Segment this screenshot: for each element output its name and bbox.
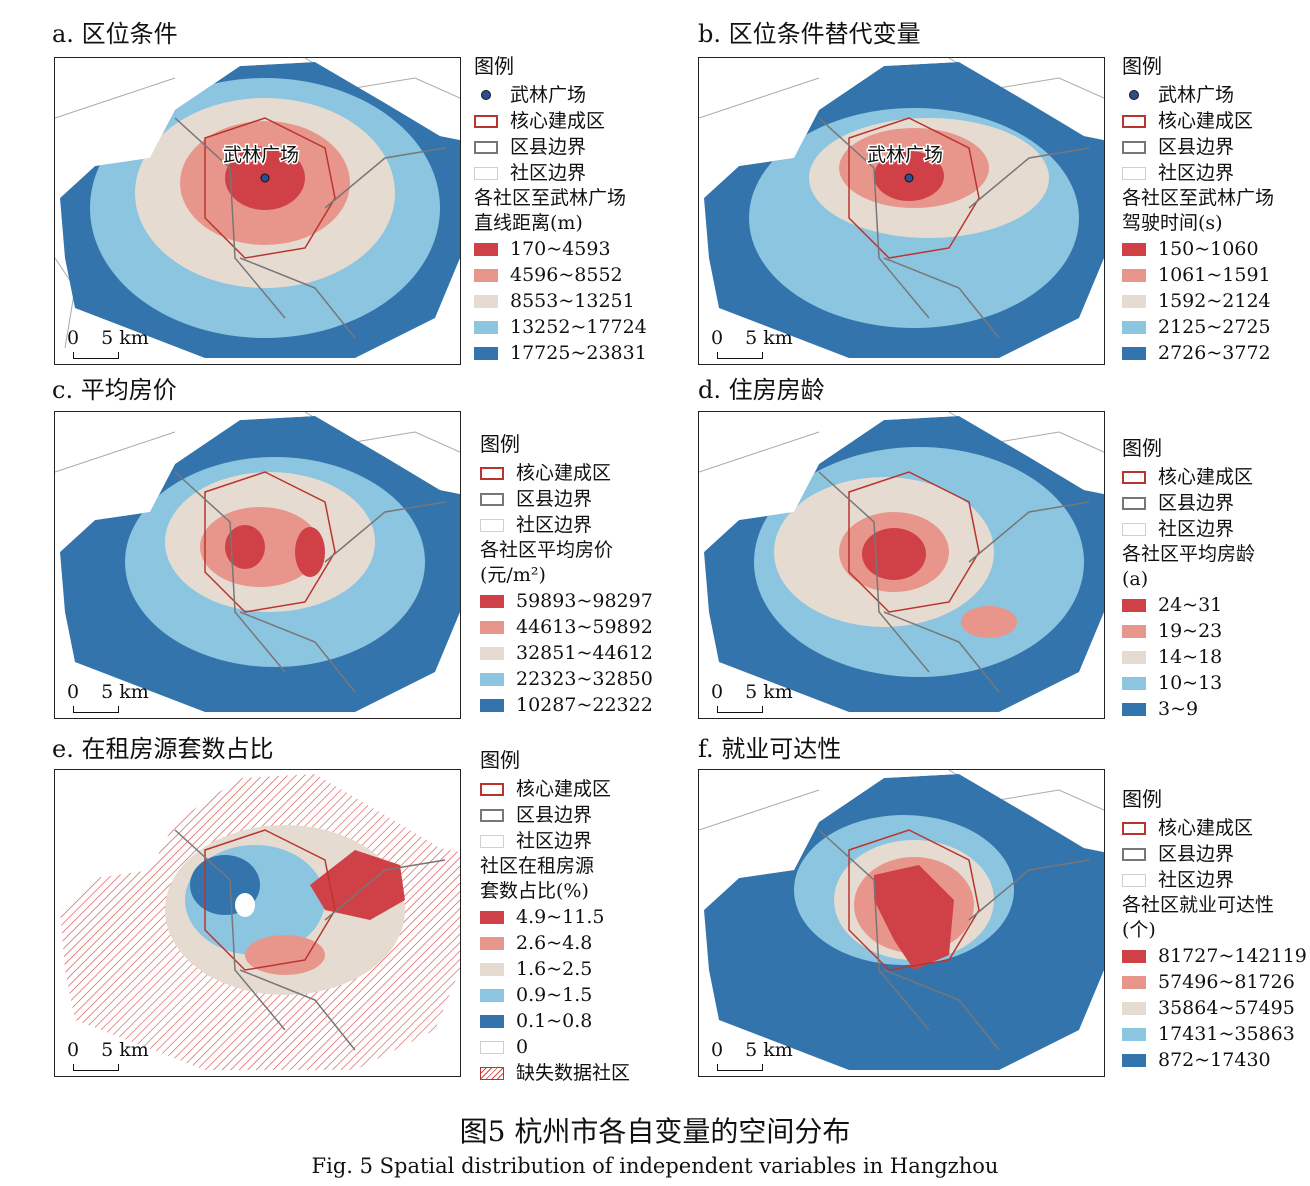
panel-f-title: f. 就业可达性 xyxy=(698,735,842,763)
figure-caption-zh: 图5 杭州市各自变量的空间分布 xyxy=(459,1115,851,1148)
panel-d-title: d. 住房房龄 xyxy=(698,376,825,404)
landmark-icon xyxy=(481,90,491,100)
core-boundary xyxy=(204,117,336,259)
panel-b-title: b. 区位条件替代变量 xyxy=(698,20,921,48)
panel-c-title: c. 平均房价 xyxy=(52,376,177,404)
wulin-square-label: 武林广场 xyxy=(223,144,299,166)
hatch-swatch xyxy=(480,1066,504,1080)
county-boundary xyxy=(174,117,446,339)
figure-caption-en: Fig. 5 Spatial distribution of independe… xyxy=(311,1154,999,1178)
panel-c-legend: 图例 核心建成区 区县边界 社区边界 各社区平均房价 (元/m²) 59893~… xyxy=(480,432,653,716)
wulin-square-label: 武林广场 xyxy=(867,144,943,166)
panel-e-title: e. 在租房源套数占比 xyxy=(52,735,274,763)
panel-b-legend: 图例 武林广场 核心建成区 区县边界 社区边界 各社区至武林广场 驾驶时间(s)… xyxy=(1122,54,1275,364)
panel-f-legend: 图例 核心建成区 区县边界 社区边界 各社区就业可达性 (个) 81727~14… xyxy=(1122,787,1307,1071)
panel-a-title: a. 区位条件 xyxy=(52,20,178,48)
panel-d-legend: 图例 核心建成区 区县边界 社区边界 各社区平均房龄 (a) 24~31 19~… xyxy=(1122,436,1256,720)
panel-a-legend: 图例 武林广场 核心建成区 区县边界 社区边界 各社区至武林广场 直线距离(m)… xyxy=(474,54,647,364)
wulin-square-point xyxy=(260,173,270,183)
panel-e-legend: 图例 核心建成区 区县边界 社区边界 社区在租房源 套数占比(%) 4.9~11… xyxy=(480,748,631,1084)
